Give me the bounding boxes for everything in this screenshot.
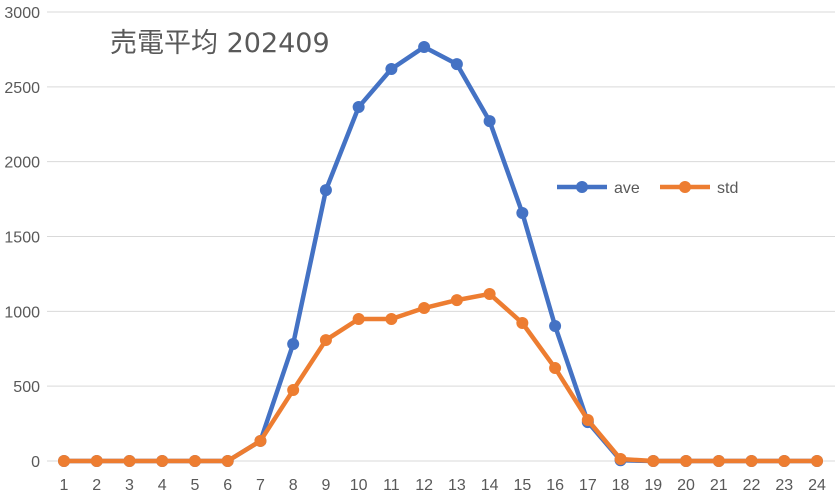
series-line-std bbox=[64, 291, 817, 464]
data-point-std bbox=[123, 455, 136, 467]
chart-title: 売電平均 202409 bbox=[110, 28, 330, 59]
data-point-std bbox=[483, 287, 496, 300]
x-tick-label: 17 bbox=[579, 477, 597, 494]
x-tick-label: 23 bbox=[775, 477, 793, 494]
data-point-ave bbox=[319, 184, 332, 197]
x-tick-label: 11 bbox=[383, 477, 400, 494]
data-point-std bbox=[287, 384, 300, 397]
x-tick-label: 19 bbox=[644, 477, 662, 494]
x-tick-label: 5 bbox=[191, 477, 200, 494]
data-point-std bbox=[811, 455, 823, 467]
x-tick-label: 2 bbox=[92, 477, 101, 494]
y-tick-label: 1500 bbox=[4, 230, 40, 247]
x-tick-label: 10 bbox=[350, 477, 368, 494]
data-point-std bbox=[680, 455, 693, 467]
x-tick-label: 18 bbox=[612, 477, 630, 494]
data-point-std bbox=[647, 455, 660, 467]
data-point-std bbox=[778, 455, 791, 467]
data-point-ave bbox=[287, 337, 300, 350]
data-point-std bbox=[614, 453, 627, 466]
x-tick-label: 1 bbox=[60, 477, 69, 494]
x-tick-label: 12 bbox=[415, 477, 433, 494]
data-point-ave bbox=[418, 41, 431, 54]
x-tick-label: 24 bbox=[808, 477, 826, 494]
data-point-std bbox=[90, 455, 103, 467]
y-tick-label: 1000 bbox=[4, 304, 40, 321]
data-point-ave bbox=[352, 101, 365, 114]
data-point-std bbox=[254, 434, 267, 447]
data-point-std bbox=[319, 334, 332, 347]
data-point-ave bbox=[549, 320, 562, 333]
data-point-std bbox=[549, 362, 562, 375]
x-tick-label: 4 bbox=[158, 477, 167, 494]
data-point-ave bbox=[450, 58, 463, 71]
x-tick-label: 22 bbox=[743, 477, 761, 494]
data-point-std bbox=[745, 455, 758, 467]
y-tick-label: 3000 bbox=[4, 5, 40, 22]
data-point-std bbox=[581, 413, 594, 426]
series-line-ave bbox=[64, 44, 817, 464]
x-tick-label: 7 bbox=[256, 477, 265, 494]
data-point-ave bbox=[516, 207, 529, 220]
data-point-std bbox=[385, 312, 398, 325]
y-tick-label: 2500 bbox=[4, 80, 40, 97]
data-point-std bbox=[516, 317, 529, 330]
y-tick-label: 2000 bbox=[4, 155, 40, 172]
data-point-ave bbox=[385, 63, 398, 76]
y-tick-label: 500 bbox=[13, 379, 40, 396]
legend-label-ave: ave bbox=[614, 180, 640, 197]
x-tick-label: 6 bbox=[223, 477, 232, 494]
data-point-std bbox=[352, 312, 365, 325]
data-point-ave bbox=[483, 115, 496, 128]
x-tick-label: 14 bbox=[481, 477, 499, 494]
data-point-std bbox=[450, 294, 463, 307]
x-tick-label: 21 bbox=[710, 477, 728, 494]
x-tick-label: 9 bbox=[321, 477, 330, 494]
data-point-std bbox=[58, 455, 70, 467]
x-tick-label: 3 bbox=[125, 477, 134, 494]
legend-marker-ave bbox=[576, 181, 588, 193]
legend-marker-std bbox=[679, 181, 691, 193]
y-tick-label: 0 bbox=[31, 454, 40, 471]
legend-label-std: std bbox=[717, 180, 738, 197]
data-point-std bbox=[221, 455, 234, 467]
x-tick-label: 8 bbox=[289, 477, 298, 494]
data-point-std bbox=[188, 455, 201, 467]
x-tick-label: 16 bbox=[546, 477, 564, 494]
x-tick-label: 13 bbox=[448, 477, 466, 494]
data-point-std bbox=[156, 455, 169, 467]
x-tick-label: 20 bbox=[677, 477, 695, 494]
data-point-std bbox=[418, 302, 431, 315]
x-tick-label: 15 bbox=[513, 477, 531, 494]
data-point-std bbox=[712, 455, 725, 467]
